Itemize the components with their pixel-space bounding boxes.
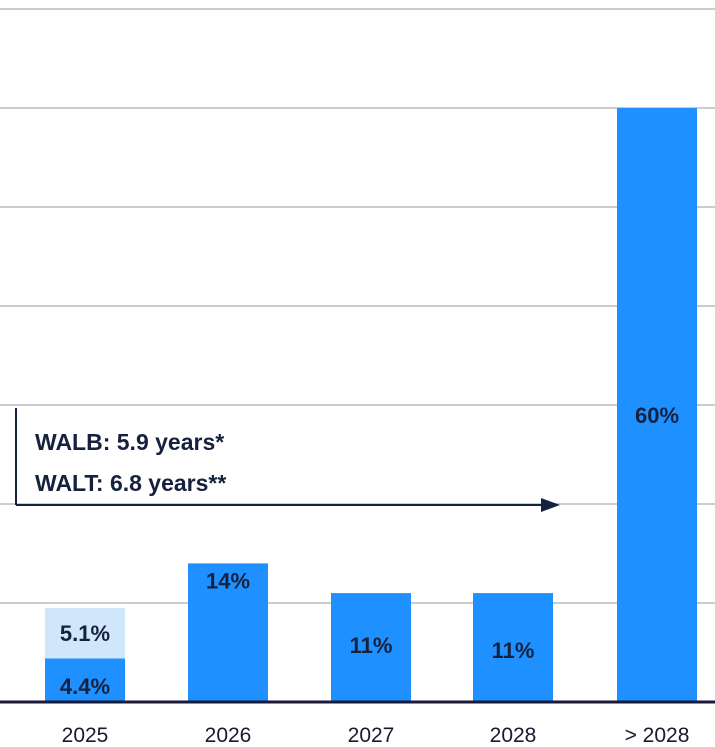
bar-label-1-0: 14% bbox=[206, 568, 250, 593]
bar-label-2-0: 11% bbox=[350, 633, 393, 658]
bar-label-0-0: 4.4% bbox=[60, 674, 110, 699]
bar-primary-3 bbox=[473, 593, 553, 702]
bar-label-0-1: 5.1% bbox=[60, 621, 110, 646]
category-labels: 2025 2026 2027 2028 > 2028 bbox=[62, 724, 690, 747]
bar-primary-2 bbox=[331, 593, 411, 702]
gridlines bbox=[0, 8, 715, 604]
bar-primary-0 bbox=[45, 658, 125, 702]
annotation-arrowhead bbox=[541, 498, 560, 512]
walb-walt-annotation: WALB: 5.9 years* WALT: 6.8 years** bbox=[15, 408, 560, 512]
bars: 4.4% 5.1% 14% 11% 11% 60% bbox=[45, 108, 697, 702]
walt-text: WALT: 6.8 years** bbox=[35, 470, 226, 496]
bar-primary-4 bbox=[617, 108, 697, 702]
bar-primary-1 bbox=[188, 563, 268, 702]
bar-secondary-0 bbox=[45, 607, 125, 659]
category-label: 2026 bbox=[205, 724, 252, 747]
category-label: 2027 bbox=[348, 724, 395, 747]
category-label: > 2028 bbox=[625, 724, 690, 747]
bar-label-3-0: 11% bbox=[492, 638, 535, 663]
category-label: 2028 bbox=[490, 724, 537, 747]
bar-label-4-0: 60% bbox=[635, 403, 679, 428]
category-label: 2025 bbox=[62, 724, 109, 747]
walb-text: WALB: 5.9 years* bbox=[35, 429, 224, 455]
